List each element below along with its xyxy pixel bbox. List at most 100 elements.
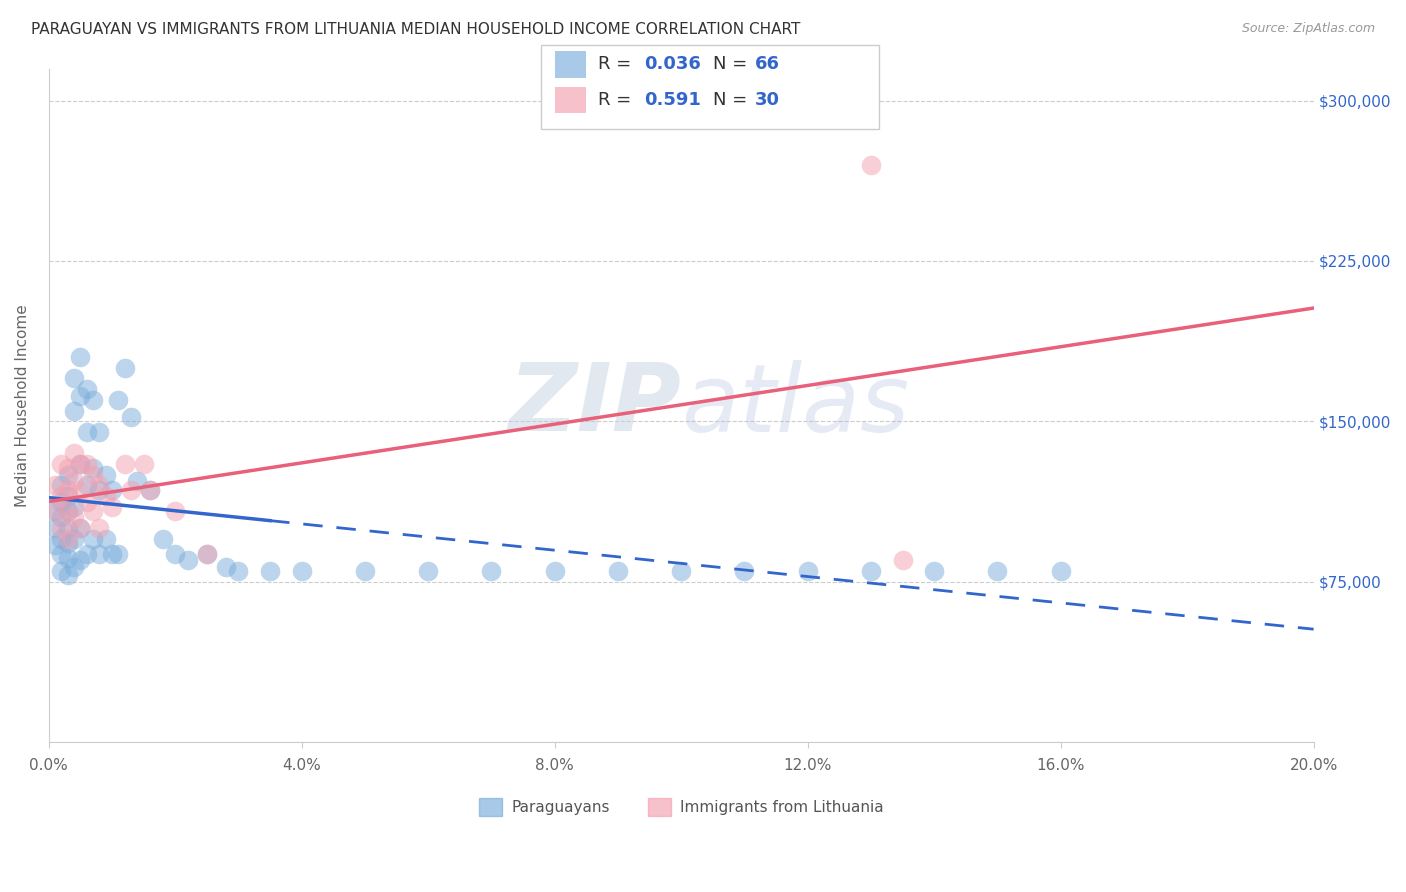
Point [165,504,187,518]
Point [51,521,73,535]
Text: 30: 30 [755,91,780,109]
Point [56,461,79,475]
Point [127,474,149,488]
Point [733,564,755,578]
Point [101,500,124,514]
Point [607,564,630,578]
Point [51,547,73,561]
Point [114,457,136,471]
Point [69,521,91,535]
Point [107,392,129,407]
Point [89,521,111,535]
Point [76,495,98,509]
Point [76,382,98,396]
Point [94,489,117,503]
Point [44,521,66,535]
Point [859,158,882,172]
Text: R =: R = [598,91,643,109]
Point [120,409,142,424]
Text: R =: R = [598,55,637,73]
Point [69,457,91,471]
Point [82,532,104,546]
Point [89,547,111,561]
Text: N =: N = [713,91,752,109]
Point [63,532,86,546]
Point [56,521,79,535]
Point [259,564,281,578]
Point [69,553,91,567]
Point [107,547,129,561]
Point [195,547,218,561]
Point [56,489,79,503]
Point [51,495,73,509]
Point [165,547,187,561]
Point [51,564,73,578]
Point [139,483,162,497]
Text: PARAGUAYAN VS IMMIGRANTS FROM LITHUANIA MEDIAN HOUSEHOLD INCOME CORRELATION CHAR: PARAGUAYAN VS IMMIGRANTS FROM LITHUANIA … [31,22,800,37]
Point [195,547,218,561]
Point [44,538,66,552]
Legend: Paraguayans, Immigrants from Lithuania: Paraguayans, Immigrants from Lithuania [472,792,890,822]
Point [69,521,91,535]
Point [82,504,104,518]
Point [291,564,314,578]
Y-axis label: Median Household Income: Median Household Income [15,304,30,507]
Point [63,371,86,385]
Point [152,532,174,546]
Point [89,425,111,439]
Point [63,446,86,460]
Text: ZIP: ZIP [509,359,681,451]
Point [76,457,98,471]
Point [56,504,79,518]
Point [114,360,136,375]
Point [51,532,73,546]
Point [859,564,882,578]
Point [51,457,73,471]
Point [69,350,91,364]
Point [986,564,1008,578]
Point [44,504,66,518]
Text: 0.591: 0.591 [644,91,700,109]
Point [94,532,117,546]
Point [120,483,142,497]
Point [56,551,79,566]
Point [63,474,86,488]
Point [796,564,818,578]
Point [56,504,79,518]
Point [669,564,692,578]
Point [56,467,79,482]
Point [44,504,66,518]
Text: N =: N = [713,55,752,73]
Point [215,559,238,574]
Point [56,532,79,546]
Point [56,568,79,582]
Point [69,483,91,497]
Point [481,564,503,578]
Point [63,500,86,514]
Point [51,510,73,524]
Point [76,547,98,561]
Point [69,388,91,402]
Point [177,553,200,567]
Point [69,457,91,471]
Point [139,483,162,497]
Point [94,467,117,482]
Point [1049,564,1071,578]
Point [63,403,86,417]
Point [82,392,104,407]
Point [544,564,567,578]
Point [76,478,98,492]
Point [101,483,124,497]
Point [63,510,86,524]
Point [82,461,104,475]
Text: atlas: atlas [681,359,910,450]
Point [132,457,155,471]
Point [51,478,73,492]
Point [228,564,250,578]
Text: Source: ZipAtlas.com: Source: ZipAtlas.com [1241,22,1375,36]
Point [418,564,440,578]
Point [56,536,79,550]
Point [82,467,104,482]
Point [89,483,111,497]
Point [354,564,377,578]
